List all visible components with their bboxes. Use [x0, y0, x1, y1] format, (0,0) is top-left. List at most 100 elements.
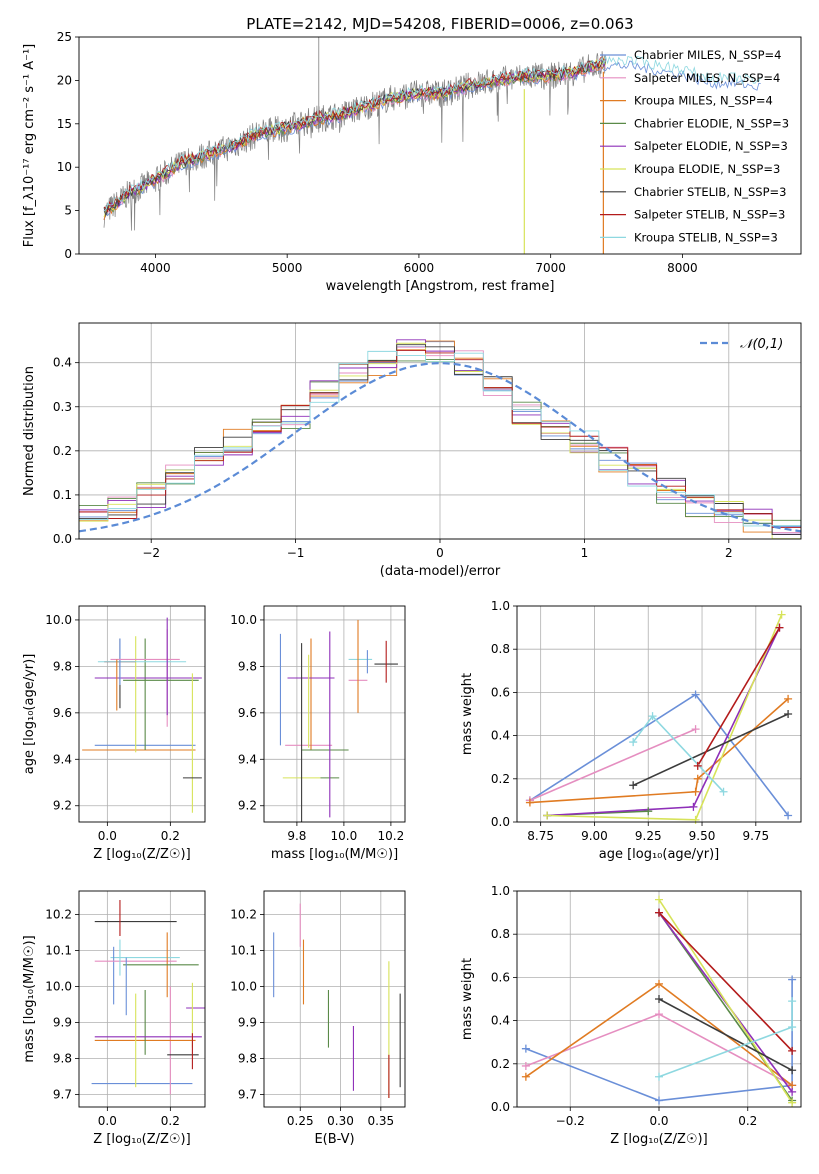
axes-frame [78, 322, 802, 540]
weight-marker [644, 807, 653, 816]
panel-age_vs_mass: 9.8 10.0 10.2 9.2 9.4 9.6 9.8 10.0 mass [log₁₀(M… [230, 605, 406, 862]
y-tick-label: 9.4 [238, 752, 257, 766]
weight-series-line [525, 979, 793, 1102]
x-tick-label: 0.0 [649, 1114, 668, 1128]
x-tick-label: 2 [725, 546, 733, 560]
weight-marker [788, 997, 797, 1006]
y-tick-label: 20 [57, 73, 72, 87]
x-axis-label: Z [log₁₀(Z/Z☉)] [610, 1132, 707, 1147]
axes-frame [78, 890, 206, 1108]
y-tick-label: 9.4 [53, 752, 72, 766]
x-tick-label: 4000 [140, 261, 171, 275]
weight-marker [788, 1098, 797, 1107]
legend-entry: Chabrier STELIB, N_SSP=3 [634, 185, 786, 199]
axes-frame [78, 605, 206, 823]
y-tick-label: 10.1 [45, 943, 72, 957]
x-tick-label: 0.25 [287, 1114, 314, 1128]
y-tick-label: 0.0 [53, 532, 72, 546]
weight-marker [689, 802, 698, 811]
y-tick-label: 0.4 [491, 729, 510, 743]
model-spectrum-line [103, 60, 606, 216]
x-tick-label: 5000 [272, 261, 303, 275]
weight-marker [691, 690, 700, 699]
axes-frame [263, 605, 406, 823]
panel-mass_vs_Z: 0.0 0.2 9.7 9.8 9.9 10.0 10.1 10.2 Z [log₁₀(Z/Z☉… [22, 890, 206, 1147]
weight-marker [788, 1087, 797, 1096]
x-tick-label: 9.75 [742, 829, 769, 843]
x-tick-label: −0.2 [556, 1114, 585, 1128]
weight-marker [525, 798, 534, 807]
y-tick-label: 0.2 [53, 444, 72, 458]
y-tick-label: 9.8 [53, 1051, 72, 1065]
y-axis-label: mass weight [460, 673, 475, 755]
weight-series-line [658, 998, 793, 1072]
y-tick-label: 10.1 [230, 943, 257, 957]
legend-entry: Kroupa ELODIE, N_SSP=3 [634, 162, 780, 176]
observed-spectrum-line [103, 51, 607, 231]
chart-title: PLATE=2142, MJD=54208, FIBERID=0006, z=0… [246, 15, 633, 33]
axes-frame [78, 36, 802, 255]
axes-frame [263, 890, 406, 1108]
plot-area [103, 37, 762, 254]
plot-area [529, 614, 789, 821]
y-tick-label: 9.9 [238, 1015, 257, 1029]
weight-marker [629, 738, 638, 747]
weight-marker [788, 1023, 797, 1032]
y-tick-label: 0.8 [491, 642, 510, 656]
x-tick-label: 0.2 [738, 1114, 757, 1128]
legend-entry: Chabrier ELODIE, N_SSP=3 [634, 116, 789, 130]
panel-age_vs_Z: 0.0 0.2 9.2 9.4 9.6 9.8 10.0 Z [log₁₀(Z/Z☉)] age… [22, 605, 206, 862]
y-tick-label: 0 [64, 247, 72, 261]
weight-marker [655, 979, 663, 988]
y-tick-label: 0.3 [53, 400, 72, 414]
plot-area [279, 619, 398, 822]
x-axis-label: (data-model)/error [380, 564, 501, 579]
plot-area [91, 900, 205, 1095]
y-tick-label: 0.6 [491, 970, 510, 984]
axes-frame [516, 605, 802, 823]
y-tick-label: 25 [57, 30, 72, 44]
y-tick-label: 10.0 [45, 979, 72, 993]
y-tick-label: 9.7 [238, 1087, 257, 1101]
weight-series-line [632, 713, 789, 787]
weight-marker [777, 610, 786, 619]
weight-marker [691, 725, 700, 734]
weight-series-line [529, 698, 789, 804]
y-tick-label: 9.6 [238, 706, 257, 720]
y-tick-label: 0.6 [491, 685, 510, 699]
legend-entry: Kroupa MILES, N_SSP=4 [634, 94, 773, 108]
y-tick-label: 9.7 [53, 1087, 72, 1101]
weight-marker [719, 787, 728, 796]
y-tick-label: 9.2 [53, 799, 72, 813]
x-tick-label: 9.00 [581, 829, 608, 843]
y-axis-label: Flux [f_λ10⁻¹⁷ erg cm⁻² s⁻¹ A⁻¹] [22, 44, 37, 248]
y-tick-label: 0.4 [491, 1014, 510, 1028]
weight-marker [655, 1072, 663, 1081]
x-tick-label: 0.35 [367, 1114, 394, 1128]
x-tick-label: 8000 [667, 261, 698, 275]
y-tick-label: 10.0 [230, 613, 257, 627]
x-tick-label: −1 [287, 546, 305, 560]
y-tick-label: 9.8 [238, 1051, 257, 1065]
weight-marker [521, 1072, 530, 1081]
weight-marker [784, 694, 793, 703]
x-tick-label: 0.2 [161, 829, 180, 843]
weight-series-line [697, 627, 781, 767]
weight-series-line [658, 912, 793, 1052]
y-tick-label: 10.0 [45, 613, 72, 627]
weight-marker [543, 811, 552, 820]
legend-entry: Salpeter STELIB, N_SSP=3 [634, 208, 785, 222]
weight-marker [788, 1046, 797, 1055]
y-tick-label: 9.8 [53, 659, 72, 673]
weight-marker [693, 761, 702, 770]
weight-series-line [529, 728, 696, 802]
y-tick-label: 10.2 [45, 907, 72, 921]
model-spectrum-line [103, 55, 762, 211]
y-tick-label: 15 [57, 117, 72, 131]
weight-series-line [658, 899, 793, 1104]
x-tick-label: 10.2 [378, 829, 405, 843]
weight-marker [521, 1044, 530, 1053]
x-tick-label: 0.0 [98, 829, 117, 843]
weight-marker [691, 815, 700, 824]
y-tick-label: 5 [64, 204, 72, 218]
